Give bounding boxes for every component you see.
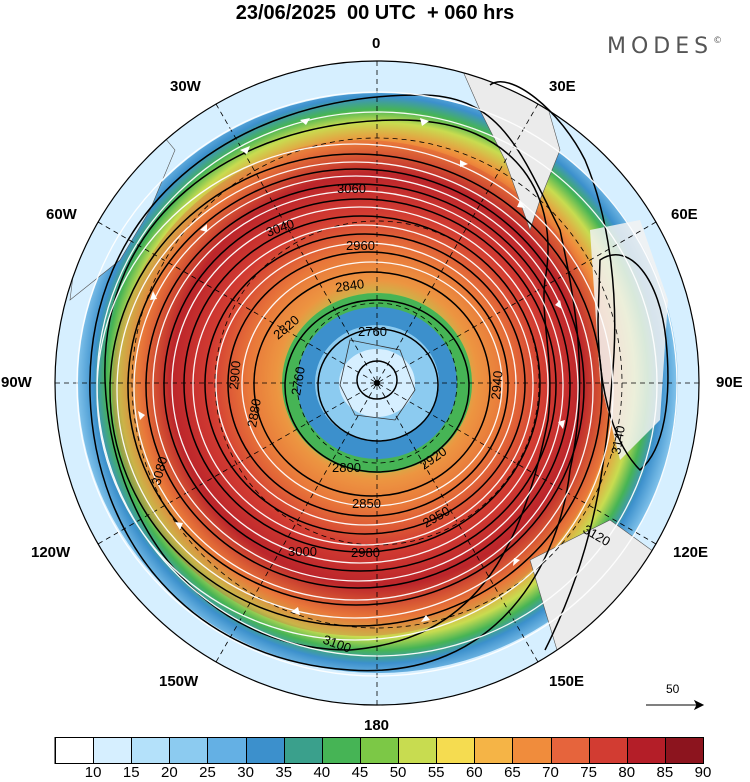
lon-label-30e: 30E <box>549 78 576 95</box>
contour-label: 2760 <box>288 365 308 396</box>
colorbar-swatch <box>398 737 438 764</box>
modes-logo: MODES© <box>607 34 722 59</box>
lon-label-60w: 60W <box>46 206 77 223</box>
colorbar-swatch <box>131 737 171 764</box>
colorbar-label: 20 <box>161 764 178 781</box>
wind-streamlines <box>76 91 678 677</box>
lon-label-120e: 120E <box>673 544 709 561</box>
contour-label: 2940 <box>488 370 505 400</box>
forecast-title: 23/06/2025 00 UTC + 060 hrs <box>235 2 515 24</box>
colorbar-label: 50 <box>389 764 407 781</box>
colorbar-label: 35 <box>275 764 293 781</box>
lon-label-60e: 60E <box>671 206 698 223</box>
lon-label-90w: 90W <box>1 374 32 391</box>
colorbar-swatch <box>207 737 247 764</box>
lon-label-120w: 120W <box>31 544 71 561</box>
colorbar-swatch <box>626 737 666 764</box>
colorbar-label: 90 <box>694 764 712 781</box>
colorbar-label: 10 <box>84 764 102 781</box>
south-pole-marker <box>374 380 380 386</box>
contour-label: 2800 <box>332 460 361 475</box>
contour-label: 3140 <box>608 424 628 455</box>
lon-label-150w: 150W <box>159 673 199 690</box>
colorbar-swatch <box>474 737 514 764</box>
brand-mark: © <box>713 36 723 46</box>
colorbar-label: 80 <box>618 764 636 781</box>
contour-label: 2840 <box>334 276 365 295</box>
reference-vector-arrow <box>646 699 705 711</box>
map-disk <box>55 61 699 705</box>
contour-label: 3060 <box>337 181 366 196</box>
colorbar-swatch <box>550 737 590 764</box>
colorbar-swatch <box>93 737 133 764</box>
reference-vector-label: 50 <box>666 682 680 696</box>
contour-label: 2980 <box>351 545 380 560</box>
lon-label-0: 0 <box>372 35 381 52</box>
contour-label: 2760 <box>358 324 387 339</box>
colorbar-label: 55 <box>427 764 445 781</box>
colorbar-swatch <box>283 737 323 764</box>
colorbar-label: 75 <box>580 764 597 781</box>
colorbar-label: 40 <box>313 764 331 781</box>
contour-label: 3080 <box>148 455 170 487</box>
colorbar-swatch <box>436 737 476 764</box>
contour-label: 2900 <box>226 360 243 390</box>
colorbar-label: 60 <box>465 764 483 781</box>
colorbar-label: 15 <box>122 764 140 781</box>
colorbar-swatch <box>169 737 209 764</box>
lon-label-150e: 150E <box>549 673 585 690</box>
colorbar-swatch <box>512 737 552 764</box>
contour-label: 2880 <box>244 397 264 428</box>
contour-label: 2960 <box>346 238 375 253</box>
wind-arrowheads <box>138 118 565 622</box>
colorbar-swatch <box>55 737 95 764</box>
colorbar-swatch <box>588 737 628 764</box>
lon-label-180: 180 <box>364 717 390 734</box>
height-contours <box>89 81 669 672</box>
colorbar-swatch <box>245 737 285 764</box>
colorbar-label: 65 <box>504 764 521 781</box>
colorbar-label: 25 <box>199 764 216 781</box>
colorbar-label: 30 <box>237 764 254 781</box>
colorbar-label: 70 <box>542 764 559 781</box>
antarctica-coast <box>339 339 416 421</box>
colorbar-label: 45 <box>351 764 369 781</box>
colorbar-label: 85 <box>656 764 674 781</box>
contour-label: 2850 <box>352 496 381 511</box>
brand-name: MODES <box>607 34 714 59</box>
contour-label: 3000 <box>288 544 317 559</box>
colorbar-swatch <box>359 737 400 764</box>
lon-label-30w: 30W <box>170 78 201 95</box>
map-boundary <box>54 60 700 706</box>
colorbar-swatch <box>321 737 361 764</box>
colorbar-swatch <box>664 737 704 764</box>
lon-label-90e: 90E <box>716 374 743 391</box>
